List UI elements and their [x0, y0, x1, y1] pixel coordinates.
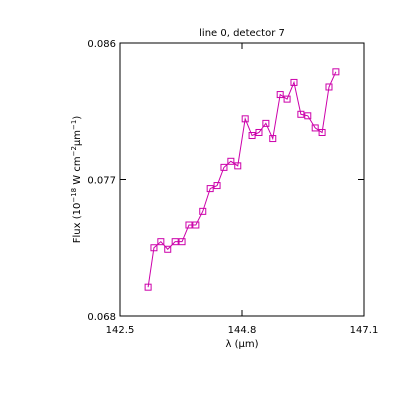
- data-point: [199, 207, 207, 215]
- data-point: [311, 124, 319, 132]
- data-point: [255, 128, 263, 136]
- data-point: [213, 182, 221, 190]
- data-point: [157, 238, 165, 246]
- data-point: [318, 128, 326, 136]
- y-axis-label-part: −18: [70, 188, 78, 203]
- chart-title: line 0, detector 7: [199, 28, 285, 39]
- data-point: [241, 115, 249, 123]
- data-point: [171, 238, 179, 246]
- x-tick-label: 144.8: [228, 325, 257, 336]
- data-point: [276, 91, 284, 99]
- data-point: [269, 135, 277, 143]
- data-point: [178, 238, 186, 246]
- y-axis-label-part: W cm: [72, 156, 83, 187]
- data-point: [234, 162, 242, 170]
- y-tick-label: 0.077: [87, 176, 116, 187]
- data-point: [150, 244, 158, 252]
- x-tick-label: 142.5: [106, 325, 135, 336]
- y-axis-label-part: ): [72, 116, 83, 120]
- x-axis-label-part: λ (μm): [225, 339, 258, 350]
- data-point: [185, 221, 193, 229]
- data-point: [304, 112, 312, 120]
- data-point: [206, 185, 214, 193]
- y-axis-label: Flux (10−18 W cm−2μm−1): [70, 116, 83, 244]
- data-point: [227, 157, 235, 165]
- data-point: [220, 163, 228, 171]
- x-tick-label: 147.1: [350, 325, 379, 336]
- data-point: [144, 283, 152, 291]
- y-axis-label-part: Flux (10: [72, 203, 83, 244]
- y-axis-label-part: −1: [70, 120, 78, 130]
- x-axis-label: λ (μm): [225, 339, 258, 350]
- data-point: [192, 221, 200, 229]
- y-axis-label-part: μm: [72, 130, 83, 146]
- y-tick-label: 0.086: [87, 39, 116, 50]
- data-point: [325, 83, 333, 91]
- data-point: [248, 132, 256, 140]
- data-point: [283, 95, 291, 103]
- data-point: [290, 78, 298, 86]
- y-axis-label-part: −2: [70, 146, 78, 156]
- data-point: [262, 119, 270, 127]
- data-point: [164, 245, 172, 253]
- y-tick-label: 0.068: [87, 312, 116, 323]
- data-point: [297, 110, 305, 118]
- data-point: [332, 68, 340, 76]
